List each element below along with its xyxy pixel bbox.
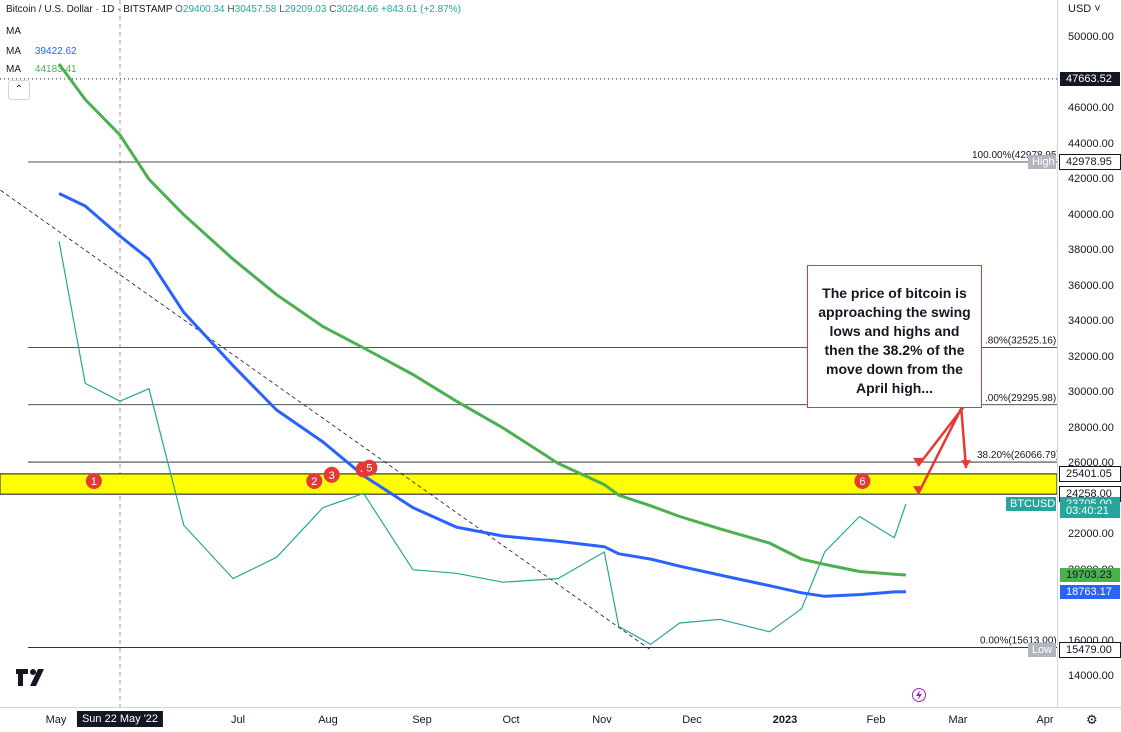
swing-marker — [854, 473, 871, 490]
annotation-arrowhead — [913, 486, 923, 495]
price-tick-label: 22000.00 — [1068, 528, 1114, 541]
time-tick-label: Aug — [318, 714, 338, 726]
price-badge: 42978.95 — [1059, 153, 1121, 170]
price-badge: 03:40:21 — [1060, 504, 1120, 519]
price-tick-label: 34000.00 — [1068, 315, 1114, 328]
time-tick-label: 2023 — [772, 714, 798, 726]
annotation-arrowhead — [961, 460, 971, 469]
highlight-zone — [0, 473, 1057, 495]
price-tick-label: 44000.00 — [1068, 137, 1114, 150]
gear-icon[interactable]: ⚙ — [1086, 712, 1098, 727]
annotation-box: The price of bitcoin is approaching the … — [807, 265, 982, 408]
currency-label: USD — [1068, 3, 1092, 15]
ma2-label: MA — [6, 46, 21, 57]
price-badge: 19703.23 — [1060, 567, 1120, 582]
open-value: 29400.34 — [182, 4, 225, 15]
swing-marker — [85, 473, 102, 490]
price-badge: 47663.52 — [1060, 71, 1120, 86]
price-badge: Low — [1028, 642, 1056, 657]
crosshair-date-label: Sun 22 May '22 — [76, 711, 164, 727]
annotation-arrow — [959, 404, 968, 469]
swing-marker-label: 1 — [91, 476, 97, 488]
time-tick-label: May — [45, 714, 67, 726]
symbol-title[interactable]: Bitcoin / U.S. Dollar · 1D · BITSTAMP — [6, 4, 173, 15]
time-tick-label: Dec — [682, 714, 702, 726]
series-line-ma-200 — [57, 63, 907, 577]
high-label: H — [227, 4, 235, 15]
price-tick-label: 32000.00 — [1068, 350, 1114, 363]
series-line-ma-100 — [58, 192, 906, 598]
price-tick-label: 36000.00 — [1068, 279, 1114, 292]
low-label: L — [279, 4, 285, 15]
high-value: 30457.58 — [234, 4, 277, 15]
ma1-label: MA — [6, 26, 21, 37]
price-tick-label: 38000.00 — [1068, 244, 1114, 257]
price-badge: BTCUSD — [1006, 496, 1056, 511]
swing-marker-label: 2 — [311, 476, 317, 488]
time-tick-label: Sep — [412, 714, 432, 726]
time-tick-label: Oct — [502, 714, 520, 726]
annotation-arrowhead — [913, 457, 923, 466]
time-axis[interactable]: May Jul Aug Sep Oct Nov Dec 2023 Feb Mar Apr Sun 2… — [0, 707, 1121, 732]
legend-ma2[interactable]: MA 39422.62 — [6, 46, 77, 57]
annotation-text: The price of bitcoin is approaching the … — [818, 285, 971, 396]
price-chart[interactable]: 100.00%(42978.95) .80%(32525.16) .00%(2929… — [0, 0, 1057, 707]
time-tick-label: Jul — [230, 714, 246, 726]
close-label: C — [329, 4, 337, 15]
chevron-down-icon: ˅ — [1094, 3, 1101, 15]
time-tick-label: Mar — [948, 714, 968, 726]
legend-ma1[interactable]: MA — [6, 26, 21, 37]
fib-level-label: 38.20%(26066.79) — [977, 450, 1057, 461]
price-badge: High — [1028, 154, 1056, 169]
swing-marker-label: 6 — [859, 476, 865, 488]
price-axis[interactable]: USD ˅ 50000.00 46000.00 44000.00 42000.00 40… — [1006, 0, 1121, 707]
open-label: O — [175, 4, 183, 15]
ma3-label: MA — [6, 64, 21, 75]
price-tick-label: 26000.00 — [1068, 457, 1114, 470]
chevron-up-icon[interactable]: ⌃ — [8, 80, 30, 100]
tradingview-logo[interactable] — [14, 666, 48, 692]
fib-level-label: .80%(32525.16) — [985, 335, 1056, 346]
price-tick-label: 28000.00 — [1068, 421, 1114, 434]
legend-ma3[interactable]: MA 44183.41 — [6, 64, 77, 75]
swing-marker-label: 5 — [366, 463, 372, 475]
price-tick-label: 50000.00 — [1068, 31, 1114, 44]
swing-marker — [361, 459, 378, 476]
close-value: 30264.66 — [336, 4, 379, 15]
price-badge: 25401.05 — [1059, 465, 1121, 482]
time-tick-label: Apr — [1036, 714, 1054, 726]
low-value: 29209.03 — [284, 4, 327, 15]
lightning-icon[interactable] — [912, 688, 926, 702]
time-tick-label: Feb — [866, 714, 886, 726]
price-tick-label: 14000.00 — [1068, 670, 1114, 683]
time-tick-label: Nov — [592, 714, 612, 726]
ma3-value: 44183.41 — [34, 64, 77, 75]
price-tick-label: 30000.00 — [1068, 386, 1114, 399]
price-tick-label: 46000.00 — [1068, 102, 1114, 115]
swing-marker — [323, 466, 340, 483]
price-badge: 18763.17 — [1060, 584, 1120, 599]
ma2-value: 39422.62 — [34, 46, 77, 57]
fib-level-label: 100.00%(42978.95) — [972, 150, 1057, 161]
trendline — [0, 189, 651, 651]
annotation-arrow — [916, 404, 965, 495]
swing-marker — [306, 473, 323, 490]
price-tick-label: 42000.00 — [1068, 173, 1114, 186]
chart-area[interactable]: 100.00%(42978.95) .80%(32525.16) .00%(2929… — [0, 0, 1057, 707]
currency-selector[interactable]: USD ˅ — [1068, 3, 1101, 15]
legend-title-row: Bitcoin / U.S. Dollar · 1D · BITSTAMP O2… — [6, 4, 461, 15]
price-badge: 15479.00 — [1059, 641, 1121, 658]
series-line-btcusd — [58, 241, 907, 645]
fib-level-label: .00%(29295.98) — [985, 393, 1056, 404]
change-value: +843.61 (+2.87%) — [380, 4, 461, 15]
fib-level-label: 0.00%(15613.00) — [980, 636, 1057, 647]
price-tick-label: 40000.00 — [1068, 208, 1114, 221]
swing-marker-label: 3 — [329, 470, 335, 482]
